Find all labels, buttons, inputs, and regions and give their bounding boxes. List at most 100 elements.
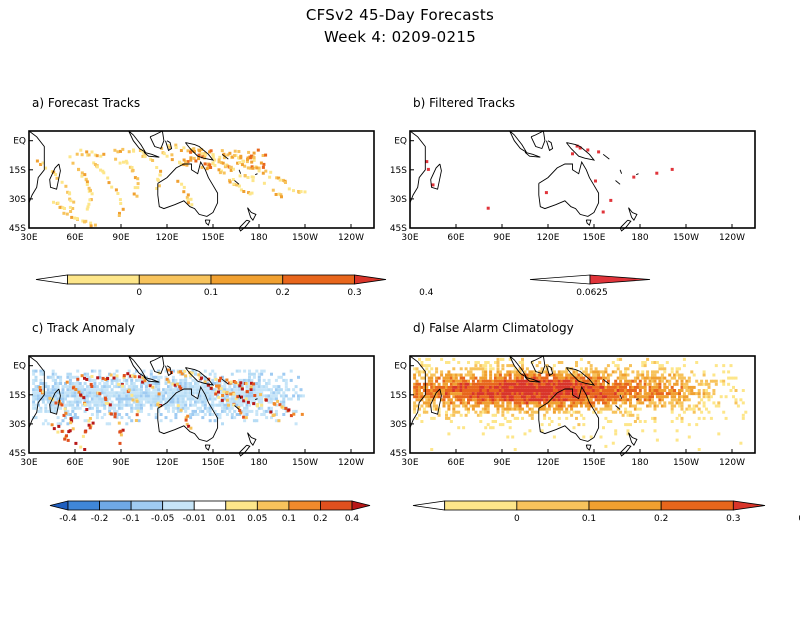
track-cell [192, 147, 196, 151]
anomaly-cell [140, 388, 143, 392]
anomaly-cell [144, 388, 148, 392]
anomaly-cell [34, 403, 38, 407]
false-alarm-cell [552, 382, 556, 386]
false-alarm-cell [467, 389, 470, 392]
false-alarm-cell [594, 389, 598, 392]
anomaly-cell [216, 382, 220, 385]
track-cell [72, 200, 76, 204]
false-alarm-cell [415, 395, 419, 399]
anomaly-cell [64, 385, 67, 389]
anomaly-cell [196, 382, 200, 385]
false-alarm-cell [609, 404, 613, 408]
anomaly-cell [260, 397, 264, 401]
anomaly-cell [190, 371, 194, 375]
anomaly-cell [278, 403, 282, 407]
false-alarm-cell [476, 389, 480, 392]
anomaly-cell [284, 382, 288, 385]
anomaly-cell [208, 372, 212, 376]
false-alarm-cell [545, 392, 549, 396]
false-alarm-cell [496, 407, 500, 411]
anomaly-cell [61, 391, 65, 395]
anomaly-cell [98, 392, 102, 396]
track-cell [83, 173, 87, 177]
anomaly-cell [41, 400, 45, 404]
coastline-fiji [255, 173, 258, 176]
anomaly-cell [118, 430, 122, 434]
false-alarm-cell [638, 401, 642, 405]
false-alarm-cell [535, 364, 539, 368]
false-alarm-cell [584, 392, 588, 396]
false-alarm-cell [624, 379, 628, 383]
anomaly-cell [211, 413, 215, 416]
anomaly-cell [167, 391, 170, 395]
anomaly-cell [73, 413, 77, 416]
anomaly-cell [213, 372, 217, 376]
false-alarm-cell [501, 392, 505, 396]
anomaly-cell [64, 382, 67, 385]
anomaly-cell [112, 376, 116, 380]
false-alarm-cell [589, 364, 593, 368]
anomaly-cell [85, 378, 89, 381]
false-alarm-cell [552, 364, 556, 368]
filtered-track-cell [575, 144, 579, 148]
anomaly-cell [59, 382, 63, 385]
track-cell [118, 211, 121, 215]
anomaly-cell [51, 398, 54, 402]
coastline-madagascar [49, 388, 61, 415]
colorbar-segment [162, 500, 195, 511]
false-alarm-cell [567, 376, 571, 380]
false-alarm-cell [543, 395, 547, 399]
false-alarm-cell [530, 376, 534, 380]
false-alarm-cell [606, 364, 610, 368]
anomaly-cell [100, 403, 104, 407]
false-alarm-cell [567, 379, 571, 383]
false-alarm-cell [449, 413, 453, 417]
coastline-sulawesi [546, 365, 554, 377]
false-alarm-cell [582, 379, 586, 383]
anomaly-cell [196, 388, 200, 392]
false-alarm-cell [690, 392, 694, 396]
anomaly-cell [86, 391, 89, 395]
anomaly-cell [225, 406, 229, 410]
false-alarm-cell [577, 392, 581, 396]
x-tick-label: 150E [583, 233, 606, 243]
false-alarm-cell [457, 385, 461, 389]
false-alarm-cell [602, 426, 605, 430]
false-alarm-cell [555, 401, 559, 405]
anomaly-cell [130, 393, 134, 397]
anomaly-cell [93, 382, 97, 385]
anomaly-cell [98, 388, 102, 392]
false-alarm-cell [462, 426, 466, 430]
false-alarm-cell [602, 395, 605, 399]
false-alarm-cell [663, 395, 667, 399]
false-alarm-cell [479, 364, 483, 368]
false-alarm-cell [621, 385, 625, 389]
track-cell [85, 207, 89, 211]
false-alarm-cell [543, 385, 547, 389]
false-alarm-cell [494, 385, 497, 389]
false-alarm-cell [655, 438, 659, 442]
anomaly-cell [132, 400, 136, 404]
anomaly-cell [122, 378, 126, 382]
anomaly-cell [46, 409, 50, 413]
false-alarm-cell [484, 367, 488, 371]
false-alarm-cell [577, 373, 581, 377]
anomaly-cell [256, 403, 260, 406]
false-alarm-cell [648, 385, 652, 389]
anomaly-cell [69, 417, 73, 421]
track-cell [99, 168, 103, 172]
false-alarm-cell [636, 416, 640, 420]
false-alarm-cell [508, 404, 512, 408]
anomaly-cell [203, 391, 207, 395]
false-alarm-cell [709, 379, 713, 383]
track-cell [122, 160, 125, 164]
false-alarm-cell [538, 398, 542, 402]
false-alarm-cell [560, 401, 564, 405]
false-alarm-cell [648, 389, 652, 392]
anomaly-cell [211, 403, 215, 407]
false-alarm-cell [494, 401, 497, 405]
false-alarm-cell [675, 438, 679, 442]
anomaly-cell [109, 412, 113, 416]
anomaly-cell [130, 409, 134, 413]
false-alarm-cell [530, 410, 534, 414]
